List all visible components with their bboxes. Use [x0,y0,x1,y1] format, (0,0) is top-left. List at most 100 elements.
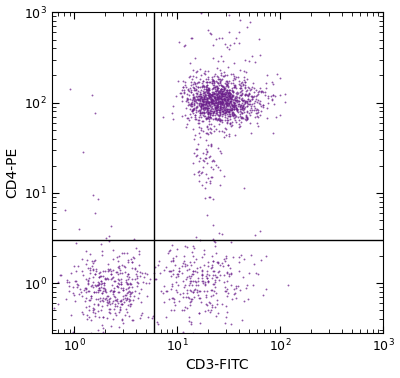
Point [100,314,106,320]
Point [189,108,195,114]
Point [209,112,216,118]
Point [233,106,240,112]
Point [215,101,221,107]
Point [225,64,232,70]
Point [210,259,216,265]
Point [96,280,102,286]
Point [182,105,189,111]
Point [213,104,220,110]
Point [228,101,234,107]
Point [199,101,206,107]
Point [110,293,117,299]
Point [214,107,220,113]
Point [210,96,216,102]
Point [214,94,221,100]
Point [198,105,204,111]
Point [224,98,230,104]
Point [252,270,259,276]
Point [246,91,252,97]
Point [233,285,240,291]
Point [171,307,177,313]
Point [129,259,135,265]
Point [211,94,218,101]
Point [204,97,210,103]
Point [268,93,274,99]
Point [190,253,196,259]
Point [202,100,209,106]
Point [210,102,217,108]
Point [228,96,234,102]
Point [228,107,234,113]
Point [219,231,225,237]
Point [219,86,225,92]
Point [83,294,89,301]
Point [216,101,223,107]
Point [222,110,228,116]
Point [123,305,130,311]
Point [105,268,111,274]
Point [100,285,106,291]
Point [203,151,210,157]
Point [184,294,191,300]
Point [223,270,230,276]
Point [222,255,229,261]
Point [209,262,216,268]
Point [97,287,104,293]
Point [202,115,209,121]
Point [71,292,77,298]
Point [192,112,198,118]
Point [88,293,94,299]
Point [211,90,217,96]
Point [195,96,202,102]
Point [223,83,229,89]
Point [145,314,152,320]
Point [194,287,200,293]
Point [217,262,223,268]
Point [214,107,220,113]
Point [192,282,199,288]
Point [203,101,209,107]
Point [233,35,239,41]
Point [249,96,255,102]
Point [205,131,211,137]
Point [185,115,191,121]
Point [137,269,144,275]
Point [114,283,120,289]
Point [125,302,131,308]
Point [202,96,208,102]
Point [218,104,224,110]
Point [222,81,228,87]
Point [244,99,250,105]
Point [237,85,244,91]
Point [200,280,206,286]
Point [255,88,262,94]
Point [134,283,140,289]
Point [233,106,239,112]
Point [226,111,232,117]
Point [173,287,180,293]
Point [207,93,214,99]
Point [118,301,124,307]
Point [198,73,204,79]
Point [216,182,223,188]
Point [206,109,212,115]
Point [128,290,134,296]
Point [237,106,243,112]
Point [217,98,224,104]
Point [209,304,215,310]
Point [216,129,222,135]
Point [230,80,236,86]
Point [219,119,225,125]
Point [241,105,248,112]
Point [208,97,214,103]
Point [192,74,199,80]
Point [90,274,96,280]
Point [236,95,242,101]
Point [195,141,202,147]
Point [169,294,176,301]
Point [226,99,233,105]
Point [188,82,194,88]
Point [226,87,232,93]
Point [202,102,208,108]
Point [174,246,180,252]
